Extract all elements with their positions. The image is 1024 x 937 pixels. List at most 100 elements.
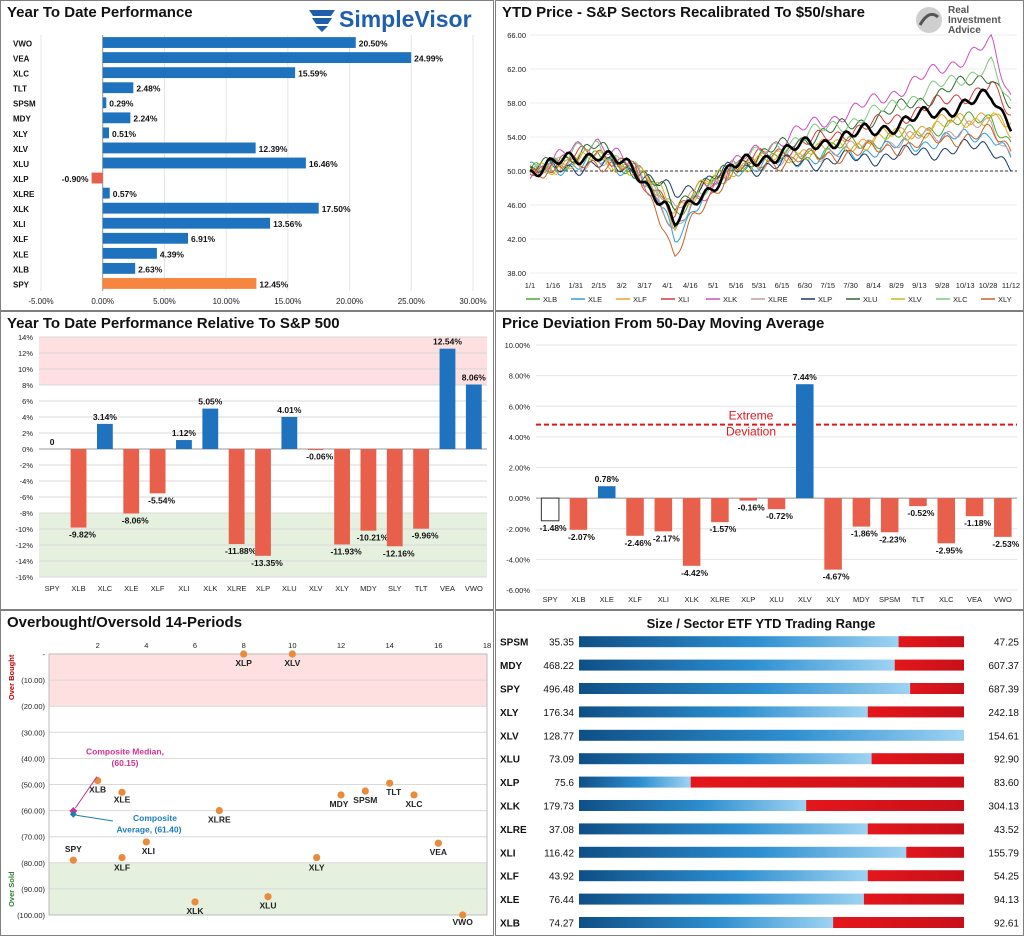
range-row-high: 304.13 — [988, 802, 1019, 813]
ytd-category-label: VEA — [13, 55, 30, 64]
ytd-value-label: 13.56% — [273, 219, 302, 229]
overbought-xtick-label: 12 — [337, 641, 345, 650]
ytd-bar — [102, 67, 296, 79]
relative-ytick-label: -6% — [20, 493, 34, 502]
relative-ytick-label: -2% — [20, 461, 34, 470]
deviation-category-label: XLF — [628, 595, 642, 604]
ytd-value-label: 16.46% — [309, 159, 338, 169]
range-row-name: XLK — [500, 802, 521, 813]
relative-bar — [70, 449, 87, 528]
deviation-ytick-label: 0.00% — [509, 494, 531, 503]
deviation-category-label: XLRE — [710, 595, 730, 604]
deviation-extreme-label-1: Extreme — [729, 409, 774, 423]
overbought-point — [215, 807, 223, 815]
ytd-category-label: XLK — [13, 205, 29, 214]
overbought-point — [69, 856, 77, 864]
relative-bar — [307, 449, 324, 450]
relative-ytick-label: 0% — [22, 445, 33, 454]
price-series-line — [529, 56, 1012, 229]
relative-bar — [281, 416, 298, 449]
relative-bar — [123, 449, 140, 514]
deviation-bar — [796, 384, 814, 499]
deviation-category-label: XLV — [798, 595, 812, 604]
ytd-category-label: XLF — [13, 235, 28, 244]
range-bar-remaining — [690, 776, 964, 788]
deviation-bar — [880, 498, 899, 533]
range-row-low: 74.27 — [549, 919, 574, 930]
overbought-chart: - (10.00) (20.00) (30.00) (40.00) (50.00) (60.… — [7, 641, 491, 927]
composite-median-label-2: (60.15) — [112, 758, 139, 768]
relative-bar — [439, 348, 456, 449]
ytd-xtick-label: 0.00% — [91, 297, 114, 306]
relative-value-label: -11.93% — [330, 546, 362, 556]
price-series-line — [529, 123, 1012, 258]
ytd-category-label: XLY — [13, 130, 28, 139]
range-bar-position — [579, 659, 895, 671]
overbought-point-label: VEA — [430, 847, 447, 857]
deviation-value-label: 0.78% — [595, 474, 620, 484]
overbought-point-label: XLK — [187, 906, 205, 916]
relative-value-label: -13.35% — [251, 558, 283, 568]
range-row-name: XLU — [500, 755, 520, 766]
price-legend-label: XLC — [953, 295, 968, 304]
price-chart: 38.00 42.00 46.00 50.00 54.00 58.00 62.00 66.00… — [507, 31, 1020, 304]
relative-ytick-label: -12% — [15, 541, 33, 550]
relative-ytick-label: 6% — [22, 397, 33, 406]
relative-bar — [176, 440, 192, 449]
relative-bar — [202, 408, 219, 449]
deviation-value-label: -1.48% — [540, 523, 567, 533]
deviation-bar — [682, 498, 701, 566]
ytd-value-label: 0.51% — [112, 129, 137, 139]
overbought-xtick-label: 4 — [144, 641, 148, 650]
deviation-category-label: XLC — [939, 595, 954, 604]
overbought-point-label: XLC — [406, 799, 423, 809]
ytd-xtick-label: 20.00% — [336, 297, 363, 306]
ytd-category-label: XLI — [13, 220, 25, 229]
range-row-low: 176.34 — [543, 708, 574, 719]
range-row-name: MDY — [500, 661, 523, 672]
overbought-point-label: XLB — [89, 785, 106, 795]
relative-ytick-label: -14% — [15, 557, 33, 566]
overbought-ytick-label: (40.00) — [21, 754, 45, 763]
ytd-xtick-label: 15.00% — [274, 297, 301, 306]
deviation-bar — [994, 498, 1012, 537]
ytd-bar — [102, 247, 157, 259]
ytd-value-label: 2.48% — [136, 84, 161, 94]
price-ytick-label: 54.00 — [507, 133, 526, 142]
relative-value-label: -11.88% — [225, 546, 257, 556]
ytd-value-label: 15.59% — [298, 69, 327, 79]
overbought-point-label: XLI — [142, 846, 155, 856]
deviation-category-label: VWO — [994, 595, 1012, 604]
overbought-xtick-label: 2 — [96, 641, 100, 650]
overbought-ytick-label: (100.00) — [17, 911, 45, 920]
relative-bar — [360, 449, 377, 531]
relative-ytick-label: 14% — [18, 333, 33, 342]
price-legend-label: XLK — [723, 295, 737, 304]
range-row-low: 468.22 — [543, 661, 574, 672]
deviation-extreme-label-2: Deviation — [726, 425, 776, 439]
ytd-value-label: 0.57% — [113, 189, 138, 199]
deviation-category-label: XLP — [741, 595, 755, 604]
ytd-xtick-label: 30.00% — [459, 297, 486, 306]
deviation-ytick-label: 10.00% — [505, 341, 531, 350]
range-bar-remaining — [867, 706, 964, 718]
deviation-ytick-label: -2.00% — [506, 525, 530, 534]
ytd-category-label: XLV — [13, 145, 29, 154]
deviation-bar — [852, 498, 871, 527]
ytd-category-label: XLC — [13, 70, 29, 79]
price-legend-label: XLB — [543, 295, 557, 304]
relative-bar — [386, 449, 403, 547]
relative-category-label: VWO — [465, 584, 483, 593]
relative-category-label: XLRE — [227, 584, 247, 593]
deviation-category-label: XLY — [826, 595, 840, 604]
range-bar-position — [579, 776, 691, 788]
range-bar-remaining — [806, 800, 964, 811]
composite-median-label-1: Composite Median, — [86, 746, 164, 756]
ytd-title: Year To Date Performance — [7, 4, 193, 21]
price-xtick-label: 1/31 — [569, 281, 584, 290]
over-sold-axis-label: Over Sold — [7, 871, 16, 907]
deviation-category-label: TLT — [912, 595, 925, 604]
relative-category-label: VEA — [440, 584, 455, 593]
range-row-name: XLF — [500, 872, 519, 883]
ytd-category-label: VWO — [13, 39, 32, 48]
